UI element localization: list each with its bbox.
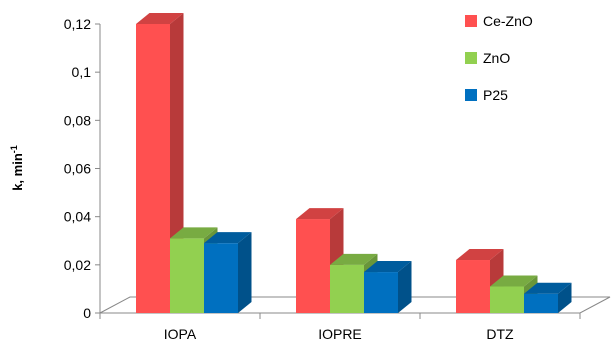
- bar-front: [330, 264, 364, 313]
- bar-front: [296, 219, 330, 313]
- legend-swatch: [465, 52, 477, 64]
- bar: [364, 261, 412, 313]
- x-axis-ticks: IOPA IOPRE DTZ: [99, 313, 581, 342]
- bar: [524, 282, 572, 313]
- bar: [490, 275, 538, 313]
- legend-swatch: [465, 89, 477, 101]
- y-tick-label: 0,06: [64, 161, 91, 177]
- bar-side: [558, 282, 572, 313]
- bar: [204, 232, 252, 313]
- y-tick-label: 0,04: [64, 209, 91, 225]
- bar-front: [204, 243, 238, 313]
- y-tick-label: 0,1: [72, 64, 92, 80]
- legend-label: Ce-ZnO: [483, 13, 533, 29]
- x-tick-label: IOPA: [164, 326, 197, 342]
- y-tick-label: 0: [83, 305, 91, 321]
- bars: [136, 13, 572, 313]
- bar-top: [296, 208, 344, 220]
- legend-label: P25: [483, 87, 508, 103]
- x-tick-label: IOPRE: [318, 326, 362, 342]
- legend-item: P25: [465, 87, 508, 103]
- bar-top: [456, 249, 504, 261]
- bar-top: [330, 253, 378, 265]
- y-axis-ticks: 0 0,02 0,04 0,06 0,08 0,1 0,12: [64, 16, 100, 321]
- bar-top: [170, 227, 218, 239]
- legend-swatch: [465, 15, 477, 27]
- bar-top: [136, 13, 184, 24]
- bar-front: [136, 24, 170, 313]
- x-tick-label: DTZ: [486, 326, 514, 342]
- legend-item: Ce-ZnO: [465, 13, 533, 29]
- y-axis-title-superscript: -1: [9, 145, 19, 153]
- y-tick-label: 0,12: [64, 16, 91, 32]
- bar-front: [524, 293, 558, 313]
- bar-front: [364, 272, 398, 313]
- bar-top: [204, 232, 252, 244]
- bar-side: [238, 232, 252, 313]
- bar-front: [490, 286, 524, 313]
- legend-item: ZnO: [465, 50, 510, 66]
- bar-front: [456, 260, 490, 313]
- y-axis-title: k, min-1: [9, 145, 25, 191]
- legend: Ce-ZnO ZnO P25: [465, 13, 533, 103]
- bar-side: [398, 261, 412, 313]
- bar-top: [364, 261, 412, 273]
- bar: [330, 253, 378, 313]
- bar-top: [524, 282, 572, 294]
- y-tick-label: 0,08: [64, 112, 91, 128]
- legend-label: ZnO: [483, 50, 510, 66]
- bar-top: [490, 275, 538, 287]
- bar-front: [170, 238, 204, 313]
- y-tick-label: 0,02: [64, 257, 91, 273]
